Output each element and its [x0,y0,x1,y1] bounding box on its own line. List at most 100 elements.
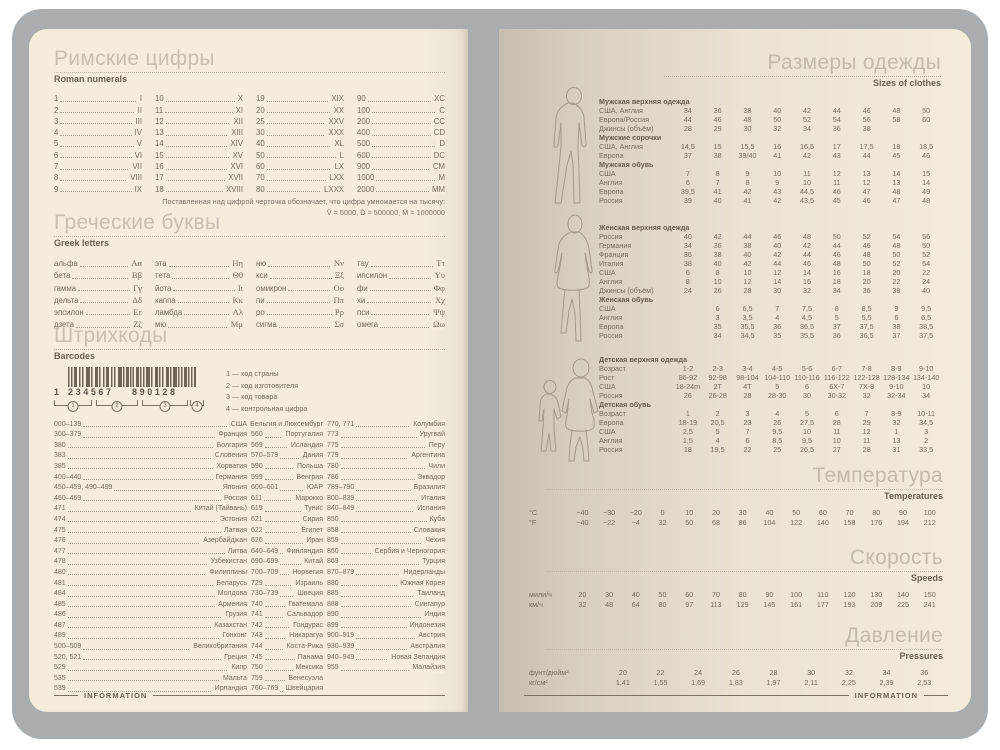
leader-row: каппа Κκ [155,294,243,306]
leader-value: Ββ [128,270,142,282]
size-cell: 7 [715,178,720,187]
conversion-row-label: кг/см² [529,678,548,687]
leader-key: 2 [54,105,59,115]
size-cell: 27,5 [800,418,815,427]
size-cell: 46 [862,196,871,205]
size-row-label: Джинсы (объём) [599,286,654,295]
section-speed: Скорость Speeds мили/ч 20 30 40 50 60 70 80 90 10… [529,547,943,610]
dot-leader [266,157,342,159]
size-row: Европа/Россия 44 46 48 50 52 54 56 58 60 [599,115,941,124]
leader-value: Гондурас [290,619,323,631]
size-cell: 47 [892,196,901,205]
dot-leader [67,606,245,608]
size-cell: 48 [832,259,841,268]
size-cell: 19,5 [710,445,725,454]
conversion-cell: 100 [923,508,936,517]
size-cell: 48 [743,115,752,124]
conversion-cell: 40 [765,508,774,517]
size-cell: 13 [892,178,901,187]
leader-value: Сальвадор [283,609,323,621]
dot-leader [266,179,342,181]
leader-value: Франция [215,429,247,441]
leader-row: 60 LX [256,161,344,173]
conversion-cell: 1,55 [653,678,668,687]
dot-leader [80,302,140,304]
size-cell: 10 [773,169,782,178]
size-cell: 40 [922,286,931,295]
leader-row: 773 Уругвай [327,429,445,441]
size-cell: 8-9 [891,409,902,418]
size-cell: 17,5 [859,142,874,151]
size-block: Детская верхняя одежда Возраст 1-2 2-3 3-4 4-… [599,355,941,400]
leader-value: Κκ [229,294,243,306]
size-cell: 24 [922,277,931,286]
size-cell: 14 [803,268,812,277]
section-clothing-sizes: Размеры одежды Sizes of clothes [529,52,941,90]
dot-leader [340,585,443,586]
leader-value: Перу [425,439,445,451]
leader-row: 460–469 Россия [54,492,247,504]
conversion-cell: 90 [765,590,774,599]
size-cell: 98-104 [736,373,759,382]
leader-row: 70 LXX [256,172,344,184]
conversion-cell: 110 [817,590,829,599]
leader-value: Εε [130,306,142,318]
leader-value: Θθ [229,270,243,282]
leader-key: 14 [155,139,164,149]
dot-leader [60,112,140,114]
size-cell: 6 [685,268,690,277]
size-cell: 26 [683,391,692,400]
leader-key: 477 [54,547,66,555]
footer-rule-short [924,695,948,696]
leader-value: Словакия [410,524,445,536]
size-cell: 8,5 [772,436,783,445]
legend-item: 3 — код товара [226,392,278,401]
leader-value: Сирия [299,513,323,525]
leader-value: LXX [326,172,344,184]
size-cell: 28 [743,286,752,295]
leader-row: 890 Индия [327,609,445,621]
size-row-label: Джинсы (объём) [599,124,654,133]
leader-value: IX [131,183,142,195]
size-cell: 44 [832,106,841,115]
size-cell: 17 [832,142,841,151]
size-cell: 10 [803,427,812,436]
size-row: Европа 39,5 41 42 43 44,5 46 47 48 49 [599,187,941,196]
size-cell: 43,5 [800,196,815,205]
size-cell: 34,5 [919,418,934,427]
leader-key: 742 [251,621,263,629]
leader-key: омега [357,320,379,330]
dot-leader [83,500,245,502]
dot-leader [356,500,443,502]
page-left: Римские цифры Roman numerals 1 I 2 II 3 III 4 I… [29,29,468,712]
size-cell: 2 [924,436,929,445]
divider [547,489,943,490]
conversion-cell: 32 [578,600,587,609]
leader-key: 486 [54,611,66,619]
leader-value: Μμ [227,319,243,331]
size-cell: 11 [862,436,871,445]
conversion-cell: 20 [711,508,720,517]
size-cell: 48 [892,187,901,196]
size-cell: 50 [832,232,841,241]
barcodes-title: Штрихкоды [54,324,168,347]
leader-row: 400 CD [357,127,445,139]
size-cell: 42 [743,259,752,268]
size-row-label: Россия [599,232,623,241]
size-cell: 36 [862,286,871,295]
dot-leader [356,426,443,428]
man-silhouette-icon [553,87,587,204]
conversion-cell: 80 [738,590,747,599]
size-cell: 44 [743,232,752,241]
leader-key: 740 [251,600,263,608]
leader-value: Грузия [222,609,247,621]
leader-row: 700–709 Норвегия [251,566,323,578]
leader-key: 840–849 [327,505,355,513]
leader-key: 870–879 [327,568,355,576]
leader-row: 930–939 Австралия [327,641,445,653]
size-cell: 3 [715,313,720,322]
size-cell: 6 [715,304,720,313]
leader-key: 640–649 [251,547,279,555]
leader-row: эпсилон Εε [54,306,142,318]
leader-row: 900–919 Австрия [327,630,445,642]
